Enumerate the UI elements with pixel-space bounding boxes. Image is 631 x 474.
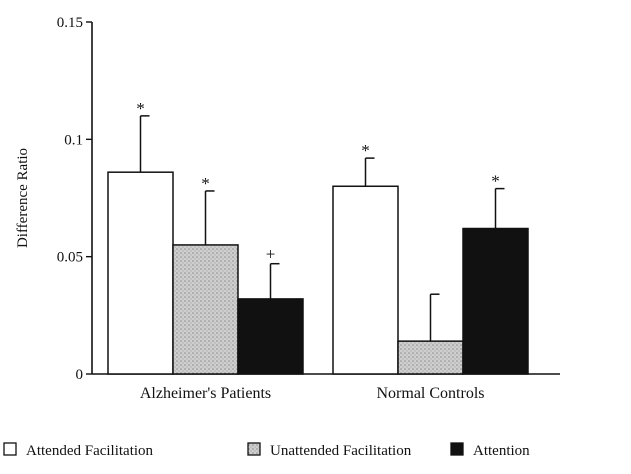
significance-mark: + [266, 245, 276, 264]
y-axis-title: Difference Ratio [15, 148, 31, 248]
y-tick-label: 0.1 [64, 132, 83, 148]
bars: * * + * * [107, 99, 529, 375]
y-axis: 0 0.05 0.1 0.15 Difference Ratio [15, 15, 93, 383]
y-tick-label: 0.05 [57, 250, 83, 266]
x-axis: Alzheimer's Patients Normal Controls [92, 373, 560, 402]
significance-mark: * [136, 99, 145, 118]
legend-swatch [450, 442, 464, 456]
bar [462, 227, 529, 375]
x-tick-label: Normal Controls [377, 385, 485, 402]
significance-mark: * [201, 174, 210, 193]
bar [237, 298, 304, 375]
legend-label: Attended Facilitation [26, 443, 154, 459]
legend-label: Unattended Facilitation [270, 443, 412, 459]
bar [397, 340, 464, 375]
y-tick-label: 0.15 [57, 15, 83, 31]
legend-label: Attention [473, 443, 530, 459]
legend: Attended Facilitation Unattended Facilita… [3, 442, 530, 459]
bar [172, 244, 239, 375]
significance-mark: * [491, 172, 500, 191]
bar [107, 171, 174, 375]
y-tick-label: 0 [76, 367, 84, 383]
bar [332, 185, 399, 375]
legend-swatch [3, 442, 17, 456]
x-tick-label: Alzheimer's Patients [140, 385, 271, 402]
legend-swatch [247, 442, 261, 456]
significance-mark: * [361, 141, 370, 160]
